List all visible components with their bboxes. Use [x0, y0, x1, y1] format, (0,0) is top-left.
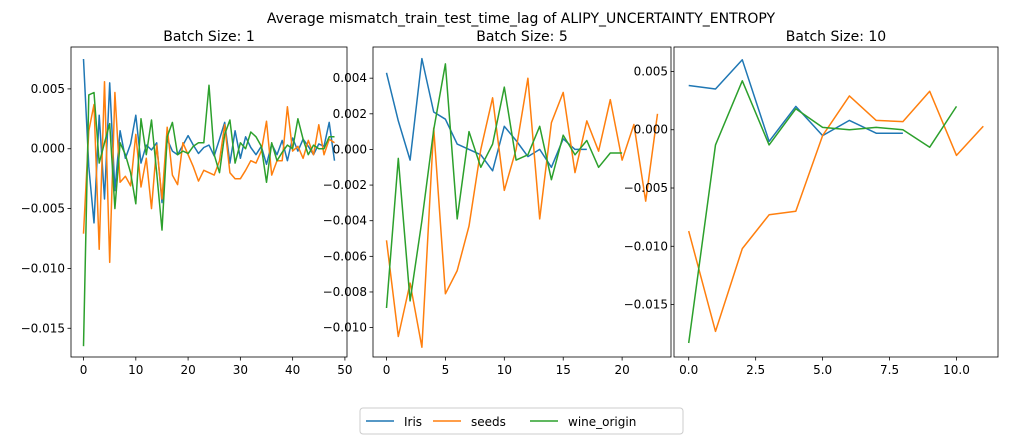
panel-3: Batch Size: 10 0.0 2.5 5.0 7.5 10.0 −0.015 −0.0… [624, 29, 999, 377]
axes-frame [70, 46, 348, 358]
x-tick-label: 10.0 [943, 363, 970, 377]
y-tick-label: 0.000 [333, 142, 367, 156]
axes-frame [673, 46, 999, 358]
y-tick-label: −0.010 [624, 239, 668, 253]
legend-frame [359, 407, 684, 435]
x-tick-label: 20 [614, 363, 629, 377]
y-tick-label: −0.010 [323, 321, 367, 335]
x-tick-label: 10 [128, 363, 143, 377]
series-line-wine-origin [687, 80, 958, 344]
y-tick-label: −0.015 [21, 321, 65, 335]
series-line-iris [82, 58, 336, 224]
legend: Iris seeds wine_origin [359, 407, 684, 435]
y-tick-label: 0.002 [333, 107, 367, 121]
series-line-iris [688, 59, 903, 143]
y-tick-label: −0.006 [323, 249, 367, 263]
x-tick-label: 30 [233, 363, 248, 377]
legend-label: Iris [404, 415, 422, 429]
x-tick-label: 0.0 [679, 363, 698, 377]
x-tick-label: 15 [556, 363, 571, 377]
y-tick-label: 0.000 [31, 142, 65, 156]
y-tick-label: −0.002 [323, 178, 367, 192]
series-line-seeds [82, 80, 335, 264]
series-line-seeds [687, 90, 984, 333]
y-tick-label: 0.005 [634, 64, 668, 78]
y-tick-label: −0.010 [21, 261, 65, 275]
y-tick-label: −0.008 [323, 285, 367, 299]
panel-title: Batch Size: 10 [786, 29, 886, 45]
series-line-iris [385, 57, 587, 172]
x-tick-label: 50 [337, 363, 352, 377]
y-tick-label: 0.000 [634, 123, 668, 137]
y-tick-label: −0.005 [624, 181, 668, 195]
y-tick-label: 0.004 [333, 71, 367, 85]
x-tick-label: 2.5 [746, 363, 765, 377]
axes-frame [372, 46, 672, 358]
panel-title: Batch Size: 5 [476, 29, 568, 45]
series-line-wine-origin [82, 84, 335, 347]
y-tick-label: 0.005 [31, 82, 65, 96]
x-tick-label: 7.5 [880, 363, 899, 377]
panel-title: Batch Size: 1 [163, 29, 255, 45]
legend-label: seeds [471, 415, 506, 429]
legend-label: wine_origin [568, 415, 636, 429]
x-tick-label: 5 [442, 363, 450, 377]
x-tick-label: 5.0 [813, 363, 832, 377]
series-line-wine-origin [385, 63, 623, 309]
x-tick-label: 0 [383, 363, 391, 377]
x-tick-label: 20 [180, 363, 195, 377]
panel-2: Batch Size: 5 0 5 10 15 20 −0.010 −0.008 −0.006 −… [323, 29, 672, 377]
y-tick-label: −0.005 [21, 202, 65, 216]
x-tick-label: 0 [80, 363, 88, 377]
figure-title: Average mismatch_train_test_time_lag of … [267, 11, 776, 27]
panel-1: Batch Size: 1 0 10 20 30 40 50 −0.015 −0.010 −0.0… [21, 29, 353, 377]
x-tick-label: 40 [285, 363, 300, 377]
x-tick-label: 10 [497, 363, 512, 377]
y-tick-label: −0.004 [323, 214, 367, 228]
y-tick-label: −0.015 [624, 298, 668, 312]
series-line-seeds [385, 77, 659, 348]
